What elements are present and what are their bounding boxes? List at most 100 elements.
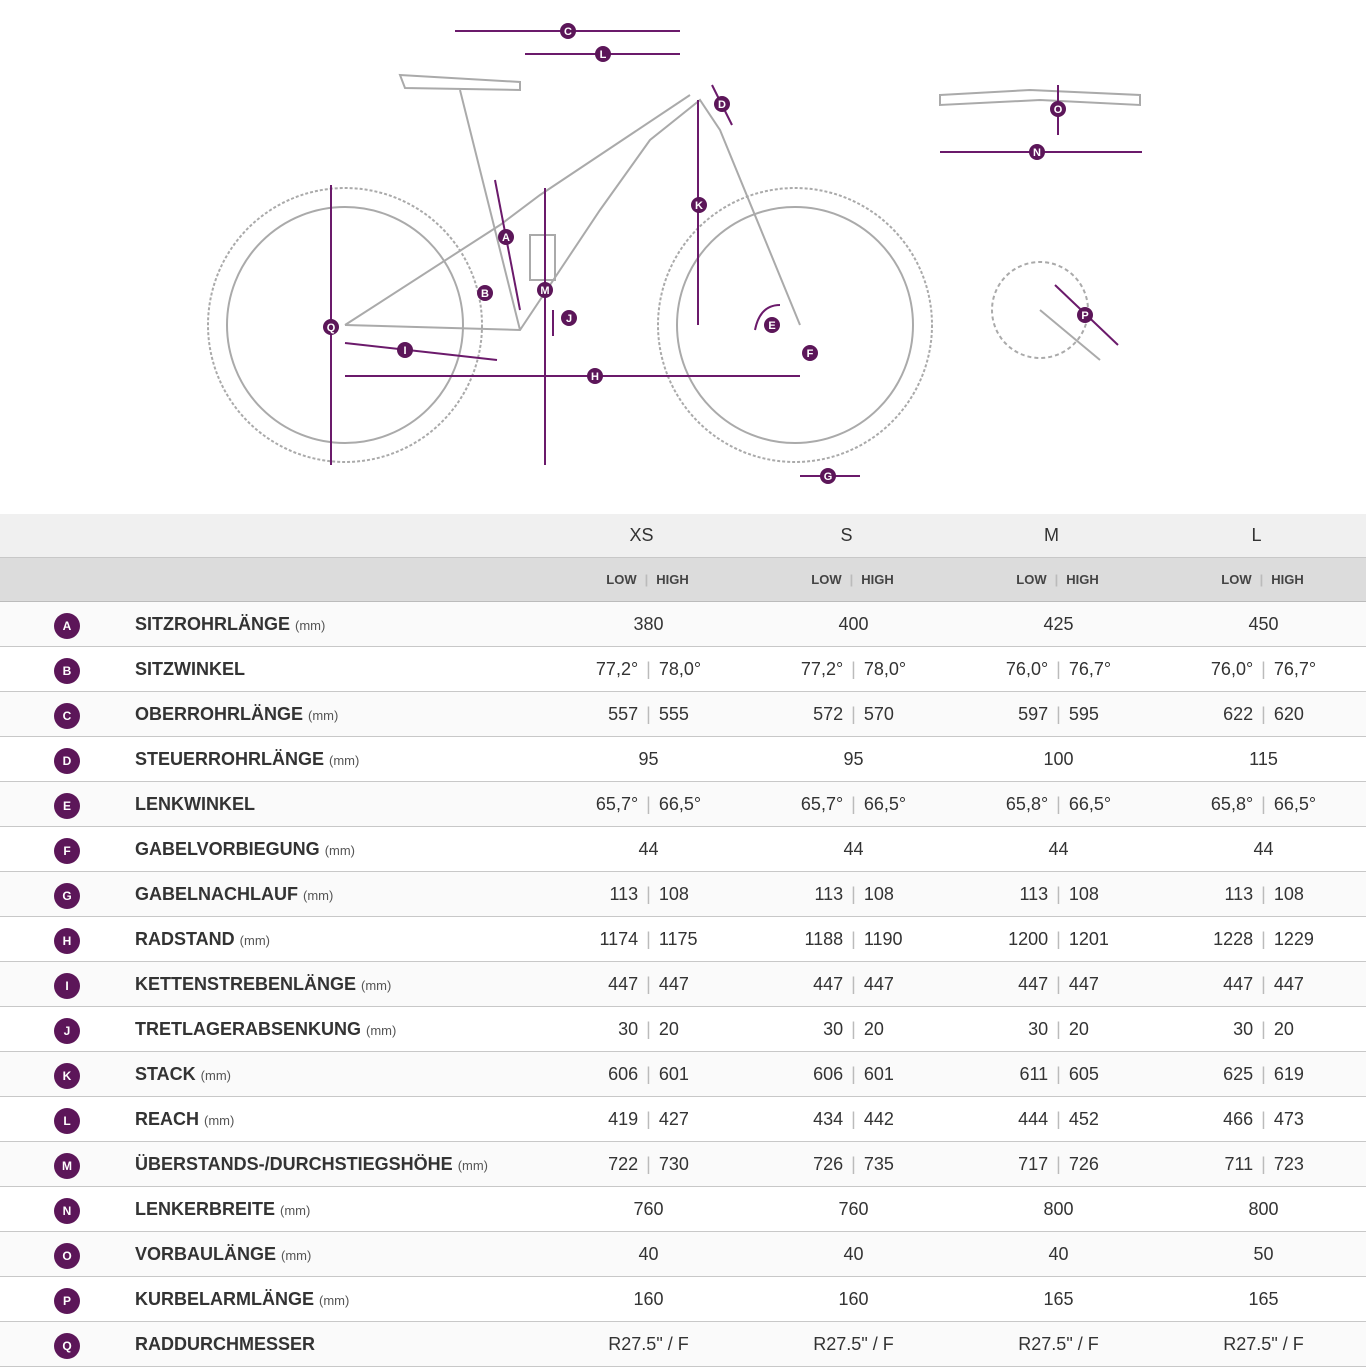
row-unit: (mm) bbox=[457, 1158, 489, 1173]
marker-dot bbox=[498, 229, 514, 245]
row-key: O bbox=[54, 1243, 80, 1269]
value-high: 726 bbox=[1068, 1154, 1099, 1174]
marker-label: C bbox=[564, 26, 572, 38]
low-high-label: LOW | HIGH bbox=[545, 558, 750, 602]
row-key: A bbox=[54, 613, 80, 639]
value-low: 572 bbox=[813, 704, 844, 724]
value: 400 bbox=[838, 614, 869, 634]
row-unit: (mm) bbox=[281, 1248, 312, 1263]
row-key: Q bbox=[54, 1333, 80, 1359]
value-low: 30 bbox=[823, 1019, 844, 1039]
separator: | bbox=[646, 1064, 651, 1084]
marker-label: O bbox=[1054, 104, 1063, 116]
value-cell: 444 | 452 bbox=[956, 1097, 1161, 1141]
row-unit: (mm) bbox=[329, 753, 360, 768]
value-high: 601 bbox=[658, 1064, 689, 1084]
value-high: 66,5° bbox=[1273, 794, 1317, 814]
value-cell: 76,0° | 76,7° bbox=[1161, 647, 1366, 691]
geometry-row: C OBERROHRLÄNGE (mm) 557 | 555 572 | 570 597 | 595 6… bbox=[0, 692, 1366, 737]
separator: | bbox=[646, 929, 651, 949]
row-name-text: LENKERBREITE bbox=[135, 1199, 276, 1219]
row-key: F bbox=[54, 838, 80, 864]
separator: | bbox=[1261, 1109, 1266, 1129]
row-name: GABELVORBIEGUNG (mm) bbox=[135, 827, 355, 873]
marker-label: Q bbox=[327, 322, 336, 334]
marker-dot bbox=[1050, 101, 1066, 117]
value-cell: 557 | 555 bbox=[546, 692, 751, 736]
size-header-row: XS S M L bbox=[0, 514, 1366, 558]
size-label: XS bbox=[629, 525, 654, 545]
geometry-row: O VORBAULÄNGE (mm) 40 40 40 50 bbox=[0, 1232, 1366, 1277]
value-cell: 113 | 108 bbox=[956, 872, 1161, 916]
value-cell: 606 | 601 bbox=[751, 1052, 956, 1096]
value-low: 1174 bbox=[599, 929, 639, 949]
value-cell: 113 | 108 bbox=[546, 872, 751, 916]
value: 160 bbox=[838, 1289, 869, 1309]
value-low: 597 bbox=[1018, 704, 1049, 724]
value-cell: 800 bbox=[1161, 1187, 1366, 1231]
value-high: 442 bbox=[863, 1109, 894, 1129]
value-cell: 95 bbox=[546, 737, 751, 781]
value: 44 bbox=[1253, 839, 1274, 859]
value-low: 625 bbox=[1223, 1064, 1254, 1084]
separator: | bbox=[644, 572, 649, 587]
row-key: L bbox=[54, 1108, 80, 1134]
value: 800 bbox=[1043, 1199, 1074, 1219]
row-unit: (mm) bbox=[200, 1068, 231, 1083]
value-low: 113 bbox=[1224, 884, 1254, 904]
value-cell: 447 | 447 bbox=[546, 962, 751, 1006]
row-name: REACH (mm) bbox=[135, 1097, 234, 1143]
geometry-row: B SITZWINKEL 77,2° | 78,0° 77,2° | 78,0° 76,0° | 7… bbox=[0, 647, 1366, 692]
separator: | bbox=[1056, 884, 1061, 904]
value-cell: 450 bbox=[1161, 602, 1366, 646]
value-cell: 800 bbox=[956, 1187, 1161, 1231]
marker-label: J bbox=[566, 313, 572, 325]
row-name-text: VORBAULÄNGE bbox=[135, 1244, 277, 1264]
value-high: 108 bbox=[1068, 884, 1099, 904]
value-low: 726 bbox=[813, 1154, 844, 1174]
separator: | bbox=[849, 572, 854, 587]
value-high: 447 bbox=[658, 974, 689, 994]
row-unit: (mm) bbox=[324, 843, 356, 858]
value-low: 30 bbox=[618, 1019, 639, 1039]
value-low: 113 bbox=[609, 884, 639, 904]
size-label: M bbox=[1044, 525, 1059, 545]
row-name-text: GABELVORBIEGUNG bbox=[135, 839, 320, 859]
low-label: LOW bbox=[1016, 572, 1047, 587]
value-high: 1201 bbox=[1068, 929, 1109, 949]
value-low: 611 bbox=[1019, 1064, 1049, 1084]
value-high: 1229 bbox=[1273, 929, 1314, 949]
value-low: 30 bbox=[1233, 1019, 1254, 1039]
row-name-text: TRETLAGERABSENKUNG bbox=[135, 1019, 362, 1039]
separator: | bbox=[646, 1109, 651, 1129]
value-cell: 40 bbox=[956, 1232, 1161, 1276]
value-cell: 711 | 723 bbox=[1161, 1142, 1366, 1186]
geometry-row: N LENKERBREITE (mm) 760 760 800 800 bbox=[0, 1187, 1366, 1232]
value-high: 730 bbox=[658, 1154, 689, 1174]
value-cell: 65,8° | 66,5° bbox=[1161, 782, 1366, 826]
value-low: 1188 bbox=[804, 929, 844, 949]
high-label: HIGH bbox=[861, 572, 894, 587]
row-key: M bbox=[54, 1153, 80, 1179]
separator: | bbox=[851, 1109, 856, 1129]
value-cell: 95 bbox=[751, 737, 956, 781]
value-low: 76,0° bbox=[1210, 659, 1254, 679]
value-high: 447 bbox=[1068, 974, 1099, 994]
marker-label: F bbox=[807, 348, 814, 360]
value-cell: 30 | 20 bbox=[1161, 1007, 1366, 1051]
value-cell: 466 | 473 bbox=[1161, 1097, 1366, 1141]
geometry-row: H RADSTAND (mm) 1174 | 1175 1188 | 1190 1200 | 1201… bbox=[0, 917, 1366, 962]
separator: | bbox=[851, 929, 856, 949]
row-key: H bbox=[54, 928, 80, 954]
value-high: 1175 bbox=[658, 929, 698, 949]
value: 40 bbox=[1048, 1244, 1069, 1264]
separator: | bbox=[1261, 1064, 1266, 1084]
value: 50 bbox=[1253, 1244, 1274, 1264]
row-unit: (mm) bbox=[302, 888, 334, 903]
high-label: HIGH bbox=[1066, 572, 1099, 587]
value-cell: 65,7° | 66,5° bbox=[546, 782, 751, 826]
separator: | bbox=[1261, 794, 1266, 814]
value-high: 66,5° bbox=[863, 794, 907, 814]
low-label: LOW bbox=[1221, 572, 1252, 587]
marker-label: N bbox=[1033, 147, 1041, 159]
